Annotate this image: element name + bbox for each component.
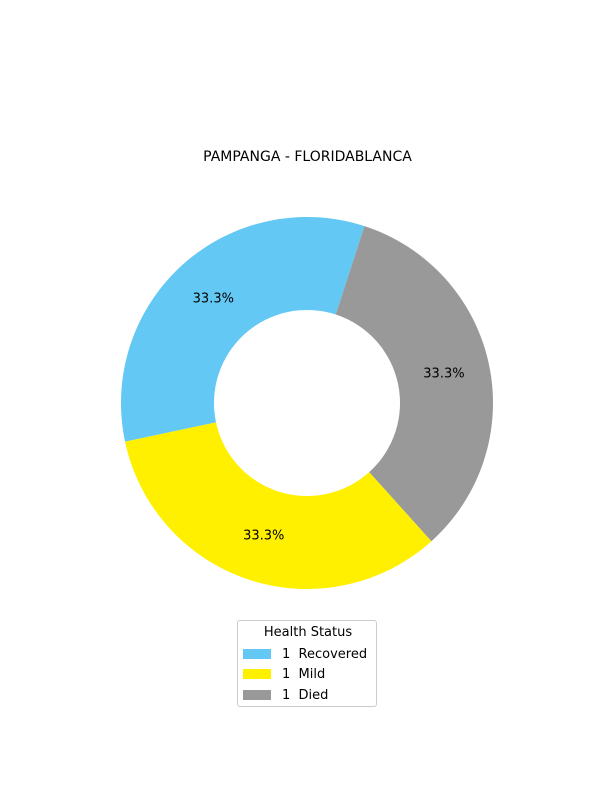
legend-item-mild: 1 Mild xyxy=(243,665,325,683)
legend-swatch-mild xyxy=(243,669,271,679)
legend-item-died: 1 Died xyxy=(243,686,328,704)
legend-label-died: 1 Died xyxy=(282,687,329,703)
legend-label-recovered: 1 Recovered xyxy=(282,646,368,662)
legend-label-mild: 1 Mild xyxy=(282,666,326,682)
chart-title: PAMPANGA - FLORIDABLANCA xyxy=(203,149,412,165)
legend-swatch-died xyxy=(243,690,271,700)
legend-item-recovered: 1 Recovered xyxy=(243,645,367,663)
pct-label-recovered: 33.3% xyxy=(193,291,234,306)
pct-label-mild: 33.3% xyxy=(243,529,284,544)
legend-swatch-recovered xyxy=(243,649,271,659)
legend: Health Status 1 Recovered 1 Mild 1 Died xyxy=(237,620,377,707)
legend-title: Health Status xyxy=(263,625,353,640)
slice-recovered xyxy=(121,217,365,442)
pct-label-died: 33.3% xyxy=(423,366,464,381)
slice-mild xyxy=(125,422,432,589)
slice-died xyxy=(335,226,493,542)
